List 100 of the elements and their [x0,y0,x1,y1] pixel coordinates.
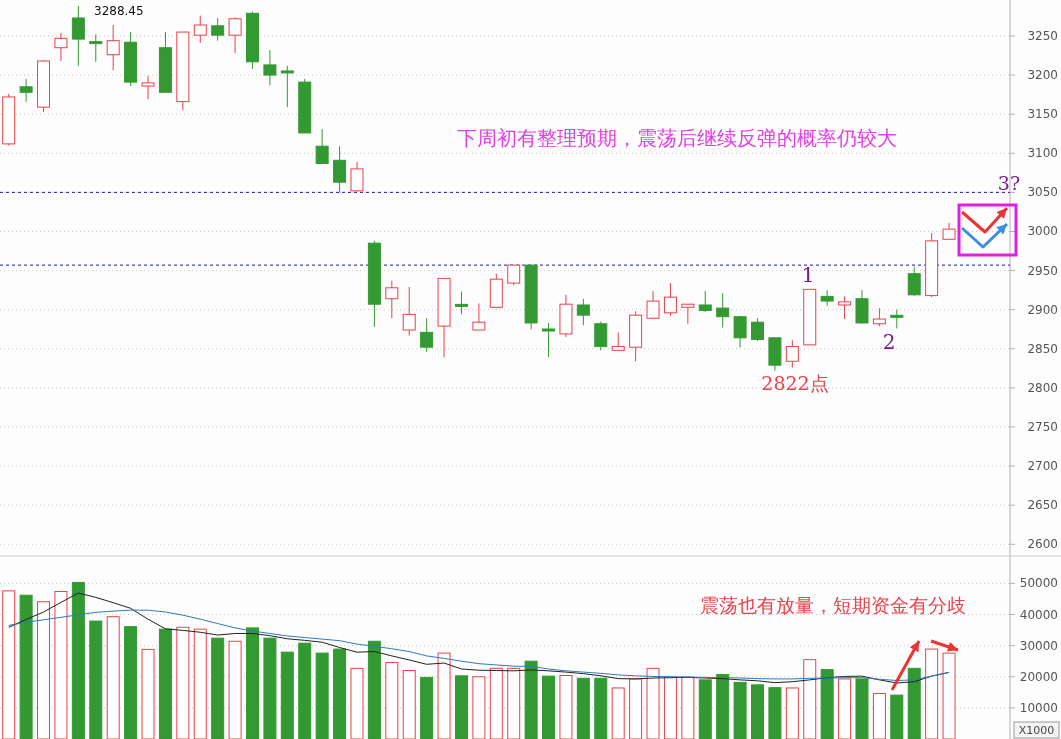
candlestick [751,317,764,342]
y-tick-label: 2900 [1027,302,1058,317]
bar [629,678,643,739]
candlestick [698,290,712,313]
bar [89,620,103,739]
candlestick [333,145,347,193]
candlestick [71,5,85,67]
candlestick [89,33,103,63]
bar [315,652,329,739]
candlestick [542,322,556,358]
bar [838,678,852,739]
candlestick [402,286,416,336]
y-tick-label: 3100 [1027,146,1058,161]
bar [472,676,486,739]
candlestick [315,128,329,165]
bar [489,667,503,739]
y-tick-label: 10000 [1019,700,1058,715]
bar [176,626,190,739]
y-tick-label: 3000 [1027,224,1058,239]
bar [246,627,259,739]
y-tick-label: 3250 [1027,28,1058,43]
candlestick [454,291,468,315]
bar [54,590,68,739]
bar [803,659,817,739]
annotation: 下周初有整理预期，震荡后继续反弹的概率仍较大 [457,126,897,150]
annotation: 震荡也有放量，短期资金有分歧 [700,594,966,616]
bar [420,676,434,739]
annotation: 3288.45 [94,4,144,18]
bar [158,628,172,739]
bar [19,594,33,739]
bar [716,674,730,739]
y-tick-label: 2950 [1027,263,1058,278]
bar [855,678,869,739]
bar [733,681,747,739]
bar [402,670,416,739]
bar [751,684,764,739]
bar [124,626,138,739]
bar [576,677,590,739]
bar [298,642,312,739]
bar [524,660,538,739]
y-tick-label: 20000 [1019,669,1058,684]
bar [646,667,660,739]
bar [820,669,834,739]
candlestick [507,264,521,286]
y-tick-label: 2850 [1027,341,1058,356]
bar [925,648,939,739]
candlestick [681,303,695,325]
bar [333,648,347,739]
bar [890,694,904,739]
y-tick-label: 2650 [1027,498,1058,513]
candlestick [263,49,277,86]
y-tick-label: 2750 [1027,419,1058,434]
bar [228,640,242,739]
y-tick-label: 40000 [1019,607,1058,622]
bar [785,687,799,739]
bar [768,687,782,739]
y-tick-label: 3200 [1027,68,1058,83]
y-tick-label: 3050 [1027,185,1058,200]
bar [263,637,277,739]
annotation: 3? [997,172,1021,194]
candlestick [663,282,677,317]
candlestick [141,75,155,100]
y-tick-label: 3150 [1027,107,1058,122]
candlestick [716,292,730,329]
candlestick [211,17,225,42]
bar [2,590,16,739]
candlestick [280,65,294,108]
candlestick [838,295,852,320]
annotation: 1 [801,263,815,287]
bar [507,667,521,739]
bar [71,581,85,739]
bar [385,661,399,739]
candlestick [228,16,242,54]
candlestick [907,266,921,297]
candlestick [106,24,120,71]
bar [698,679,712,739]
candlestick [733,315,747,348]
candlestick [19,78,33,103]
bar [141,648,155,739]
bar [907,667,921,739]
y-tick-label: 50000 [1019,576,1058,591]
annotation: 2822点 [761,372,829,394]
bar [681,676,695,739]
candlestick [785,339,799,369]
bar [454,675,468,739]
candlestick [350,161,364,193]
candlestick [594,320,608,351]
bar [437,652,451,739]
bar [611,687,625,739]
bar [193,628,207,739]
y-tick-label: 2700 [1027,459,1058,474]
bar [280,651,294,739]
bar [367,640,381,739]
bar [37,601,51,739]
candlestick [193,15,207,44]
bar [663,676,677,739]
bar [872,693,886,739]
candlestick [646,290,660,319]
y-tick-label: 30000 [1019,638,1058,653]
y-tick-label: 2800 [1027,380,1058,395]
